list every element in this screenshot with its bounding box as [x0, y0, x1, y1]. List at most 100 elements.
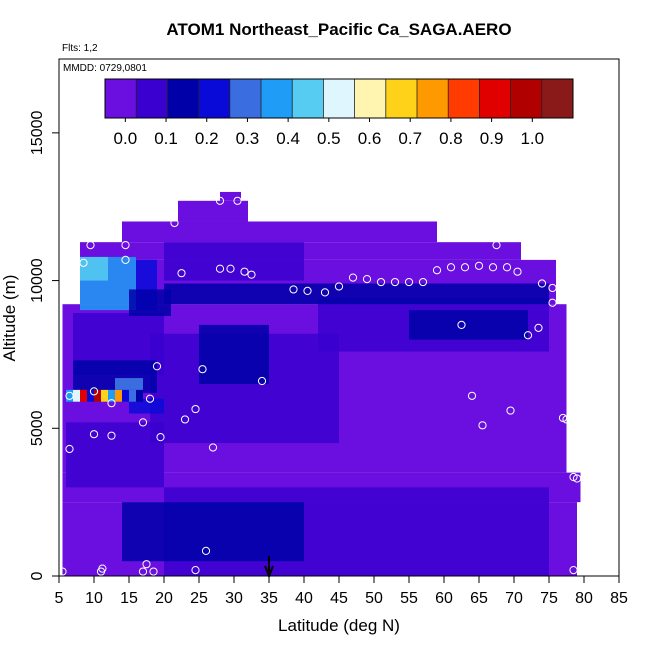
colorbar-swatch [198, 79, 231, 118]
observation-point [233, 196, 242, 205]
heatmap-cell [409, 310, 528, 340]
heatmap-cell [220, 191, 241, 201]
observation-point [362, 274, 372, 284]
colorbar-tick-label: 0.0 [114, 129, 138, 148]
heatmap-cell [80, 256, 108, 281]
colorbar-tick-label: 1.0 [520, 129, 544, 148]
observation-point [376, 277, 386, 287]
observation-point [121, 255, 130, 264]
observation-point [65, 444, 74, 454]
x-axis: 5 10 15 20 25 30 35 40 45 50 55 60 65 70 75 80 85 [55, 575, 628, 607]
flights-label: Flts: 1,2 [62, 43, 98, 54]
y-tick-label: 5000 [29, 410, 46, 446]
colorbar-tick-label: 0.1 [154, 129, 178, 148]
observation-point [478, 421, 487, 430]
dates-label: MMDD: 0729,0801 [63, 63, 147, 74]
colorbar-tick-label: 0.6 [358, 129, 382, 148]
observation-point [506, 406, 515, 415]
x-tick-label: 10 [85, 590, 103, 607]
observation-point [460, 263, 470, 272]
observation-point [86, 241, 95, 250]
observation-point [569, 565, 578, 575]
colorbar-tick-label: 0.5 [317, 129, 341, 148]
observation-point [502, 263, 512, 272]
observation-point [226, 264, 235, 273]
colorbar-swatch [136, 79, 168, 118]
observation-point [474, 261, 484, 270]
observation-point [446, 263, 456, 272]
y-axis: 0 5000 10000 15000 [29, 59, 60, 580]
heatmap [62, 191, 581, 576]
colorbar-tick-label: 0.7 [398, 129, 422, 148]
x-tick-label: 65 [470, 590, 488, 607]
observation-point [180, 415, 190, 424]
colorbar-swatch [479, 79, 511, 118]
observation-point [152, 362, 162, 371]
observation-point [247, 270, 256, 279]
observation-point [467, 391, 477, 400]
heatmap-cell [136, 389, 143, 402]
heatmap-cell [122, 389, 129, 402]
heatmap-cell [199, 324, 269, 384]
observation-point [79, 258, 88, 267]
colorbar-tick-label: 0.4 [276, 129, 300, 148]
x-tick-label: 60 [435, 590, 453, 607]
observation-point [89, 430, 99, 439]
colorbar-swatch [417, 79, 449, 118]
x-tick-label: 5 [55, 590, 64, 607]
colorbar-frame [104, 78, 574, 119]
observation-point [488, 263, 498, 272]
y-tick-label: 10000 [29, 258, 46, 303]
observation-point [513, 267, 522, 276]
y-tick-label: 15000 [29, 111, 46, 156]
heatmap-cell [122, 221, 437, 243]
observation-point [156, 433, 165, 442]
y-tick-label: 0 [29, 571, 46, 580]
colorbar-tick-label: 0.2 [195, 129, 219, 148]
colorbar-swatch [167, 79, 199, 118]
colorbar [104, 78, 574, 119]
x-tick-label: 25 [190, 590, 208, 607]
observation-point [215, 196, 225, 205]
observation-point [348, 273, 358, 282]
observation-point [572, 474, 582, 483]
observation-point [145, 394, 155, 403]
observation-point [492, 241, 501, 250]
observation-point [177, 269, 186, 278]
heatmap-cell [178, 200, 248, 222]
observation-point [303, 286, 312, 296]
observation-point [215, 264, 225, 273]
x-tick-label: 35 [260, 590, 278, 607]
colorbar-swatch [323, 79, 355, 118]
observation-point [138, 567, 148, 576]
x-tick-label: 30 [225, 590, 243, 607]
observation-point [121, 241, 130, 250]
observation-point [390, 277, 400, 287]
observation-point [149, 567, 158, 576]
x-tick-label: 75 [540, 590, 558, 607]
heatmap-cell [164, 242, 304, 281]
observation-point [523, 331, 533, 340]
observation-point [170, 218, 179, 228]
observation-point [404, 277, 414, 287]
heatmap-cell [115, 389, 122, 402]
observation-point [548, 298, 557, 307]
observation-point [107, 399, 116, 408]
x-tick-label: 55 [400, 590, 418, 607]
observation-point [334, 282, 344, 291]
observation-point [201, 546, 211, 555]
heatmap-cell [101, 389, 108, 402]
heatmap-cell [122, 502, 304, 562]
latitude-marker [264, 556, 274, 579]
chart-title: ATOM1 Northeast_Pacific Ca_SAGA.AERO [166, 20, 511, 39]
observation-point [289, 285, 298, 294]
observation-point [65, 391, 74, 400]
heatmap-cell [94, 389, 101, 402]
colorbar-swatch [510, 79, 543, 118]
observation-point [457, 320, 466, 329]
heatmap-cell [73, 389, 80, 402]
colorbar-swatch [541, 79, 574, 118]
heatmap-cell [129, 389, 136, 402]
observation-point [240, 267, 249, 276]
colorbar-swatch [105, 79, 137, 118]
